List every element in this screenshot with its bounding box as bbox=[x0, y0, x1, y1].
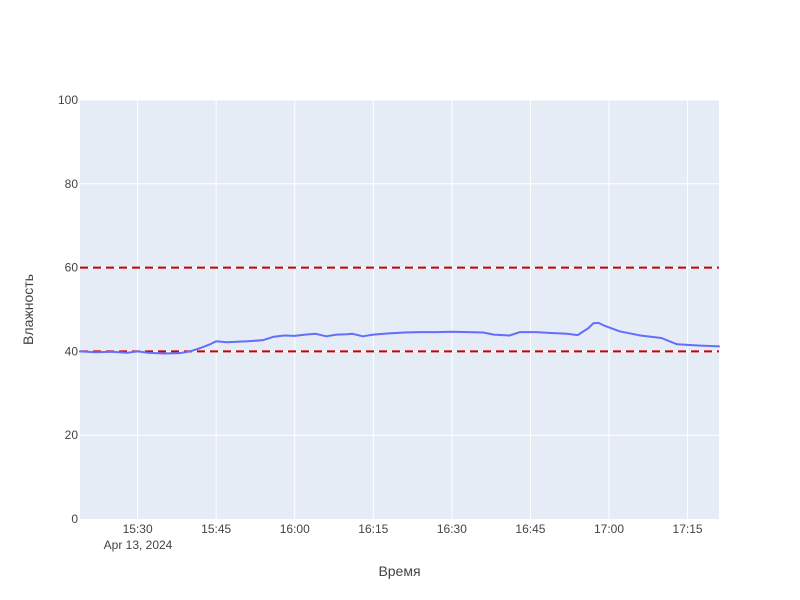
humidity-series-line bbox=[79, 321, 720, 355]
plot-area bbox=[80, 100, 719, 519]
y-tick-label: 80 bbox=[65, 177, 79, 191]
x-tick-label: 17:15 bbox=[673, 522, 703, 536]
y-tick-label: 20 bbox=[65, 428, 79, 442]
x-tick-label: 15:45 bbox=[201, 522, 231, 536]
y-tick-labels: 0 20 40 60 80 100 bbox=[58, 93, 78, 526]
x-tick-label: 16:15 bbox=[358, 522, 388, 536]
y-tick-label: 100 bbox=[58, 93, 78, 107]
y-tick-label: 0 bbox=[71, 512, 78, 526]
x-axis-title: Время bbox=[378, 563, 420, 579]
y-axis-title: Влажность bbox=[20, 274, 36, 345]
y-tick-label: 60 bbox=[65, 261, 79, 275]
y-tick-label: 40 bbox=[65, 344, 79, 358]
x-date-label: Apr 13, 2024 bbox=[104, 538, 173, 552]
x-tick-label: 15:30 bbox=[123, 522, 153, 536]
x-tick-label: 16:00 bbox=[280, 522, 310, 536]
x-tick-label: 17:00 bbox=[594, 522, 624, 536]
x-tick-label: 16:30 bbox=[437, 522, 467, 536]
x-tick-labels: 15:30 15:45 16:00 16:15 16:30 16:45 17:00 17:15 bbox=[123, 522, 703, 536]
series-layer bbox=[79, 321, 720, 355]
x-tick-label: 16:45 bbox=[515, 522, 545, 536]
